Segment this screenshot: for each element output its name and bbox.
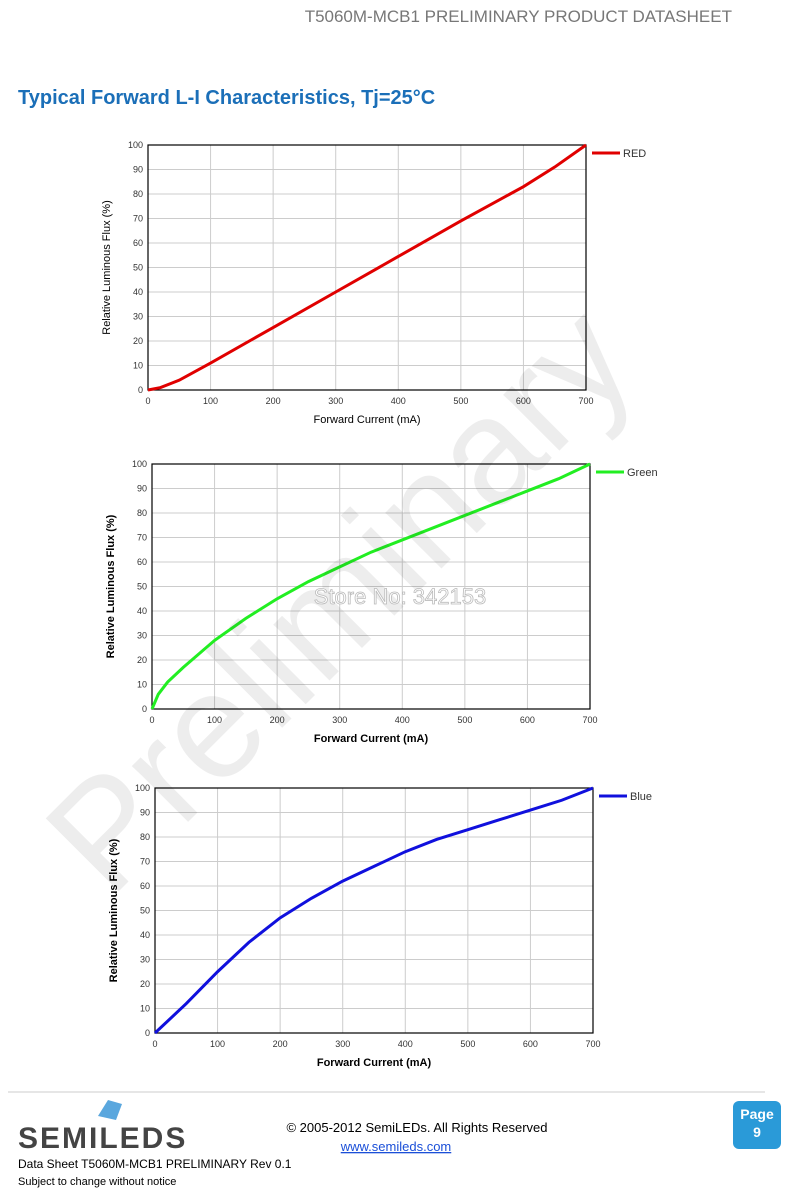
x-tick-label: 300 bbox=[332, 715, 347, 725]
y-tick-label: 90 bbox=[133, 165, 143, 175]
section-title: Typical Forward L-I Characteristics, Tj=… bbox=[18, 87, 435, 109]
y-tick-label: 10 bbox=[140, 1004, 150, 1014]
y-tick-label: 20 bbox=[137, 655, 147, 665]
x-axis-label: Forward Current (mA) bbox=[314, 733, 429, 745]
y-tick-label: 60 bbox=[137, 557, 147, 567]
y-tick-label: 30 bbox=[137, 631, 147, 641]
page-number: 9 bbox=[753, 1124, 761, 1140]
x-tick-label: 100 bbox=[210, 1039, 225, 1049]
x-tick-label: 500 bbox=[460, 1039, 475, 1049]
legend-label: RED bbox=[623, 148, 646, 160]
y-tick-label: 0 bbox=[142, 704, 147, 714]
legend-label: Green bbox=[627, 467, 658, 479]
page-box bbox=[733, 1101, 781, 1149]
x-tick-label: 100 bbox=[203, 396, 218, 406]
legend-label: Blue bbox=[630, 791, 652, 803]
series-line bbox=[147, 143, 587, 392]
y-tick-label: 0 bbox=[138, 385, 143, 395]
page-label: Page bbox=[740, 1106, 774, 1122]
x-tick-label: 700 bbox=[585, 1039, 600, 1049]
y-tick-label: 80 bbox=[140, 832, 150, 842]
x-tick-label: 600 bbox=[523, 1039, 538, 1049]
notice: Subject to change without notice bbox=[18, 1176, 176, 1188]
x-tick-label: 0 bbox=[145, 396, 150, 406]
y-tick-label: 70 bbox=[137, 533, 147, 543]
x-tick-label: 0 bbox=[149, 715, 154, 725]
x-tick-label: 200 bbox=[273, 1039, 288, 1049]
y-tick-label: 20 bbox=[133, 336, 143, 346]
x-tick-label: 700 bbox=[582, 715, 597, 725]
y-tick-label: 100 bbox=[132, 459, 147, 469]
series-line bbox=[150, 462, 591, 710]
url-link[interactable]: www.semileds.com bbox=[340, 1139, 452, 1154]
y-tick-label: 60 bbox=[140, 881, 150, 891]
x-tick-label: 200 bbox=[266, 396, 281, 406]
y-tick-label: 0 bbox=[145, 1028, 150, 1038]
y-tick-label: 30 bbox=[133, 312, 143, 322]
x-axis-label: Forward Current (mA) bbox=[317, 1057, 432, 1069]
y-tick-label: 30 bbox=[140, 955, 150, 965]
y-tick-label: 90 bbox=[137, 484, 147, 494]
copyright: © 2005-2012 SemiLEDs. All Rights Reserve… bbox=[286, 1120, 547, 1135]
y-tick-label: 40 bbox=[133, 287, 143, 297]
y-tick-label: 60 bbox=[133, 238, 143, 248]
x-tick-label: 600 bbox=[516, 396, 531, 406]
y-tick-label: 80 bbox=[137, 508, 147, 518]
y-tick-label: 90 bbox=[140, 808, 150, 818]
chart: 0 10 20 30 40 50 60 70 80 90 100 0 100 200 300 400 500 60… bbox=[108, 783, 652, 1069]
x-tick-label: 400 bbox=[391, 396, 406, 406]
plot-frame bbox=[151, 463, 591, 710]
x-tick-label: 400 bbox=[395, 715, 410, 725]
y-tick-label: 50 bbox=[133, 263, 143, 273]
doc-info: Data Sheet T5060M-MCB1 PRELIMINARY Rev 0… bbox=[18, 1157, 292, 1171]
y-tick-label: 70 bbox=[133, 214, 143, 224]
series-line bbox=[153, 786, 594, 1035]
y-tick-label: 100 bbox=[135, 783, 150, 793]
plot-frame bbox=[154, 787, 594, 1034]
y-axis-label: Relative Luminous Flux (%) bbox=[108, 838, 120, 982]
x-tick-label: 200 bbox=[270, 715, 285, 725]
chart: 0 10 20 30 40 50 60 70 80 90 100 0 100 200 300 400 500 60… bbox=[105, 459, 658, 745]
y-tick-label: 70 bbox=[140, 857, 150, 867]
y-tick-label: 80 bbox=[133, 189, 143, 199]
x-tick-label: 300 bbox=[335, 1039, 350, 1049]
store-mark: Store No: 342153 bbox=[314, 584, 486, 609]
y-axis-label: Relative Luminous Flux (%) bbox=[105, 514, 117, 658]
y-tick-label: 100 bbox=[128, 140, 143, 150]
x-tick-label: 100 bbox=[207, 715, 222, 725]
plot-frame bbox=[147, 144, 587, 391]
x-tick-label: 500 bbox=[453, 396, 468, 406]
x-tick-label: 300 bbox=[328, 396, 343, 406]
y-tick-label: 10 bbox=[137, 680, 147, 690]
y-tick-label: 10 bbox=[133, 361, 143, 371]
y-tick-label: 40 bbox=[137, 606, 147, 616]
y-tick-label: 40 bbox=[140, 930, 150, 940]
x-axis-label: Forward Current (mA) bbox=[314, 414, 421, 426]
x-tick-label: 500 bbox=[457, 715, 472, 725]
chart: 0 10 20 30 40 50 60 70 80 90 100 0 100 200 300 400 500 60… bbox=[101, 140, 646, 426]
y-axis-label: Relative Luminous Flux (%) bbox=[101, 200, 113, 335]
logo-icon bbox=[98, 1100, 122, 1120]
y-tick-label: 20 bbox=[140, 979, 150, 989]
y-tick-label: 50 bbox=[137, 582, 147, 592]
y-tick-label: 50 bbox=[140, 906, 150, 916]
header: T5060M-MCB1 PRELIMINARY PRODUCT DATASHEE… bbox=[305, 7, 732, 26]
logo: SEMILEDS bbox=[18, 1122, 187, 1155]
x-tick-label: 0 bbox=[152, 1039, 157, 1049]
x-tick-label: 400 bbox=[398, 1039, 413, 1049]
x-tick-label: 700 bbox=[578, 396, 593, 406]
x-tick-label: 600 bbox=[520, 715, 535, 725]
